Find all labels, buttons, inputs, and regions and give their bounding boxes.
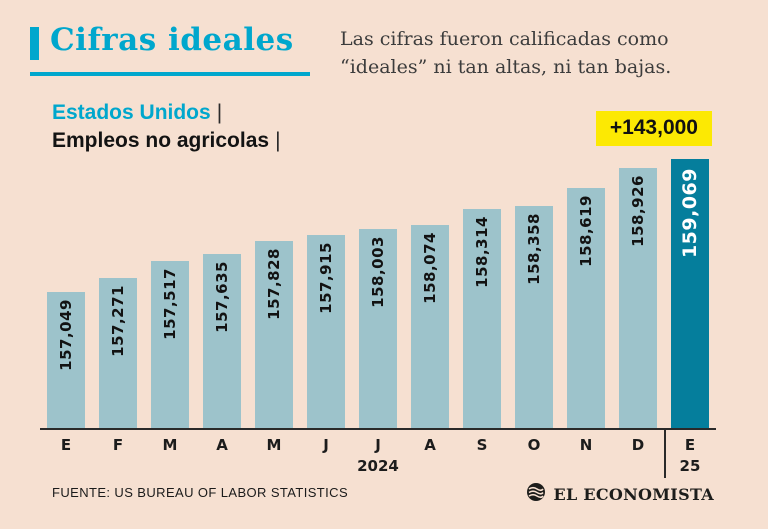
series-label: Empleos no agricolas | [52, 129, 281, 153]
bar-highlight: 159,069 [671, 158, 709, 428]
bar-column: 157,517 [144, 150, 196, 428]
bar-value-label: 157,517 [161, 268, 179, 341]
series-label-text: Empleos no agricolas [52, 129, 270, 152]
brand-logo: EL ECONOMISTA [526, 482, 714, 507]
brand-name: EL ECONOMISTA [553, 485, 714, 504]
page-title: Cifras ideales [50, 22, 294, 58]
bar: 158,926 [619, 168, 657, 428]
x-axis-tick-label: J [375, 436, 381, 454]
bar-column: 157,271 [92, 150, 144, 428]
bar-value-label: 158,926 [629, 175, 647, 247]
bar-value-label: 159,069 [679, 167, 701, 258]
bar-column: 158,358 [508, 150, 560, 428]
bar-value-label: 157,049 [57, 299, 75, 372]
bar-column: 157,828 [248, 150, 300, 428]
country-label-text: Estados Unidos [52, 101, 211, 124]
bar: 158,314 [463, 208, 501, 428]
x-axis-tick-label: N [579, 436, 593, 454]
year-label-2024: 2024 [357, 457, 399, 475]
x-axis-tick-label: O [527, 436, 541, 454]
bar-value-label: 157,915 [317, 242, 335, 314]
country-label: Estados Unidos | [52, 101, 222, 125]
x-axis-tick-label: D [631, 436, 645, 454]
axis-divider-line [664, 430, 666, 478]
bar-column: 159,069 [664, 150, 716, 428]
bar-column: 158,003 [352, 150, 404, 428]
bar: 157,271 [99, 277, 137, 428]
bar: 158,619 [567, 188, 605, 428]
source-note: FUENTE: US BUREAU OF LABOR STATISTICS [52, 485, 349, 500]
bar: 157,049 [47, 292, 85, 428]
bar-value-label: 157,828 [265, 247, 283, 320]
subtitle-line-1: Las cifras fueron calificadas como [340, 28, 669, 50]
bar: 157,828 [255, 240, 293, 428]
el-economista-logo-icon [526, 482, 546, 507]
bar-column: 157,049 [40, 150, 92, 428]
title-underline [30, 72, 310, 76]
bar-column: 157,635 [196, 150, 248, 428]
bar-value-label: 158,619 [577, 195, 595, 268]
title-accent-bar [30, 27, 39, 60]
plot-area: 157,049 157,271 157,517 157,635 157,828 157,9… [40, 150, 716, 430]
subtitle-line-2: “ideales” ni tan altas, ni tan bajas. [340, 55, 672, 78]
x-axis-tick-label: A [216, 436, 228, 454]
bar-value-label: 158,314 [473, 215, 491, 288]
subtitle: Las cifras fueron calificadas como “idea… [340, 26, 671, 81]
bar-column: 158,314 [456, 150, 508, 428]
x-axis-tick-label: M [266, 436, 282, 454]
bar-column: 158,926 [612, 150, 664, 428]
bar: 157,517 [151, 261, 189, 428]
callout-badge: +143,000 [595, 111, 712, 146]
bar-column: 157,915 [300, 150, 352, 428]
bar-column: 158,619 [560, 150, 612, 428]
x-axis-tick-label: F [112, 436, 124, 454]
bar: 158,358 [515, 205, 553, 428]
x-axis-year-row: 2024 25 [40, 457, 716, 479]
bar-value-label: 158,358 [525, 212, 543, 285]
year-label-25: 25 [679, 457, 701, 475]
x-axis-tick-label: J [323, 436, 329, 454]
bar-value-label: 157,271 [109, 284, 127, 357]
bar-value-label: 158,003 [369, 236, 387, 309]
bar: 158,003 [359, 229, 397, 428]
bar: 157,915 [307, 235, 345, 428]
bar-chart: 157,049 157,271 157,517 157,635 157,828 157,9… [40, 150, 716, 479]
x-axis-tick-label: S [476, 436, 488, 454]
x-axis-tick-label: M [162, 436, 178, 454]
country-label-pipe: | [216, 101, 223, 124]
x-axis-tick-label: A [424, 436, 436, 454]
bar-value-label: 158,074 [421, 231, 439, 304]
bar-value-label: 157,635 [213, 260, 231, 333]
x-axis-tick-label: E [684, 436, 696, 454]
bar-column: 158,074 [404, 150, 456, 428]
series-label-pipe: | [275, 129, 281, 152]
bar: 157,635 [203, 253, 241, 428]
x-axis-tick-label: E [60, 436, 72, 454]
bar: 158,074 [411, 224, 449, 428]
